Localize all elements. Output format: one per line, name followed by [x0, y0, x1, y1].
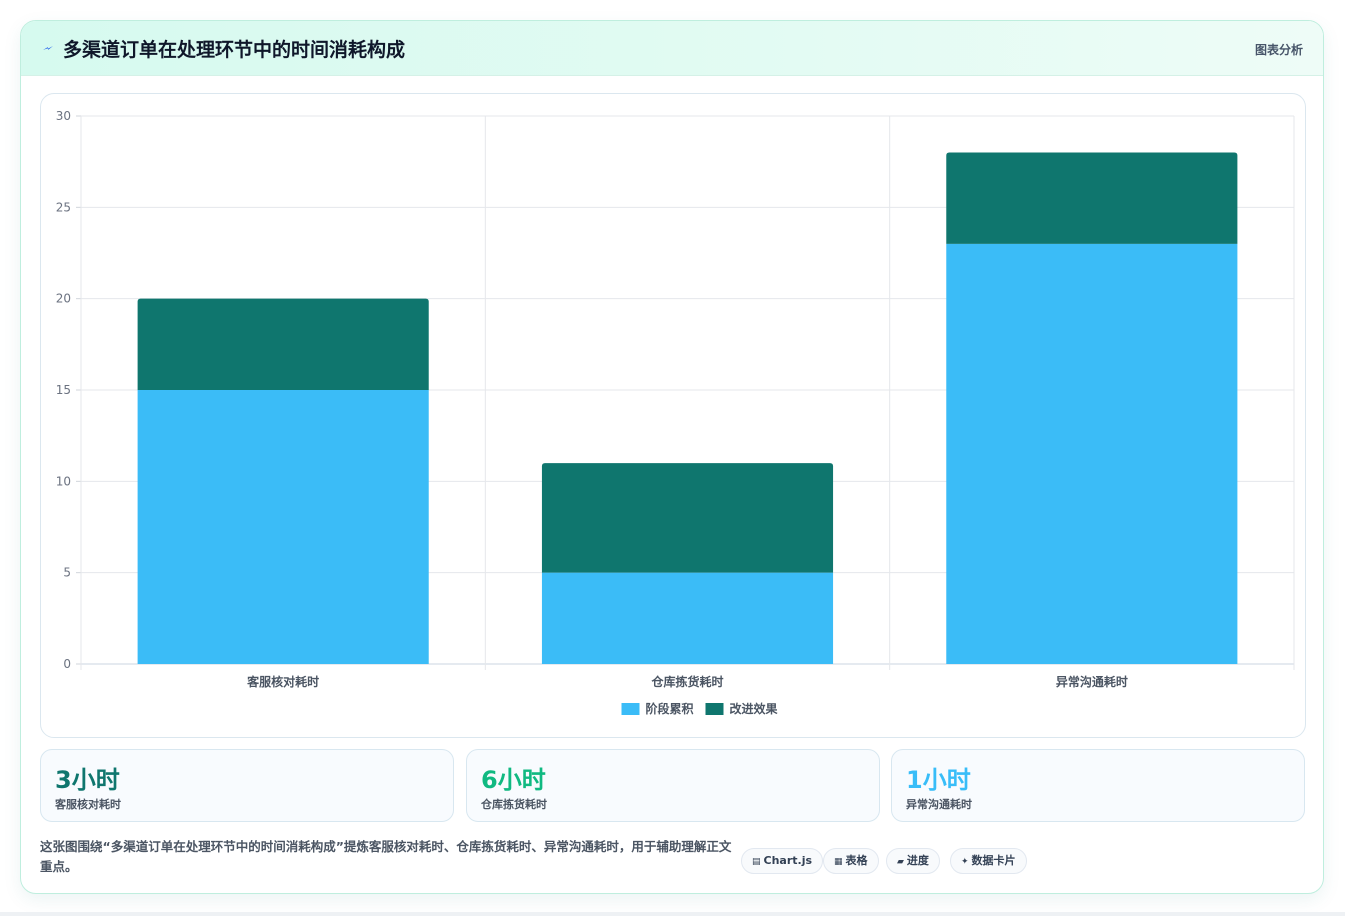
tag-chartjs[interactable]: ▤ Chart.js [741, 848, 824, 874]
bar-1-1 [137, 390, 429, 664]
bar-1-3 [946, 243, 1238, 664]
chart-icon: ▤ [752, 857, 761, 867]
chart-card: 多渠道订单在处理环节中的时间消耗构成 图表分析 0 5 10 15 20 25 30 客服核对… [20, 20, 1324, 894]
tag-progress[interactable]: ▰ 进度 [886, 848, 940, 874]
legend-swatch [705, 703, 724, 715]
tag-table[interactable]: ▦ 表格 [823, 848, 879, 874]
card-header: 多渠道订单在处理环节中的时间消耗构成 图表分析 [21, 21, 1323, 76]
tag-data-card[interactable]: ✦ 数据卡片 [950, 848, 1027, 874]
y-tick-label: 5 [63, 566, 71, 580]
x-tick-label: 客服核对耗时 [246, 674, 319, 689]
legend-label: 改进效果 [730, 701, 778, 716]
card-icon: ✦ [961, 857, 969, 867]
tag-label: 数据卡片 [971, 854, 1016, 867]
bar-2-3 [946, 152, 1238, 244]
y-tick-label: 0 [63, 657, 71, 671]
bar-2-2 [541, 463, 834, 573]
stat-value: 3小时 [55, 766, 120, 794]
table-icon: ▦ [834, 857, 843, 867]
stat-card-2: 6小时 仓库拣货耗时 [466, 749, 880, 822]
stat-value: 6小时 [481, 766, 546, 794]
legend-swatch [621, 703, 640, 715]
bar-1-2 [541, 572, 834, 664]
stat-label: 仓库拣货耗时 [481, 798, 547, 811]
y-tick-label: 20 [56, 292, 71, 306]
chart-area: 0 5 10 15 20 25 30 客服核对耗时 仓库拣货耗时 异常沟通耗时阶段累积 改进效果 [40, 93, 1306, 738]
stat-value: 1小时 [906, 766, 971, 794]
progress-icon: ▰ [897, 857, 904, 867]
chart-description: 这张图围绕“多渠道订单在处理环节中的时间消耗构成”提炼客服核对耗时、仓库拣货耗时… [40, 839, 732, 874]
bar-2-1 [137, 298, 429, 390]
y-tick-label: 10 [56, 474, 71, 488]
page-title: 多渠道订单在处理环节中的时间消耗构成 [63, 39, 406, 61]
page-bottom-edge [0, 912, 1345, 916]
y-tick-label: 15 [56, 383, 71, 397]
stat-label: 客服核对耗时 [55, 798, 121, 811]
tag-label: 进度 [906, 854, 929, 867]
legend-label: 阶段累积 [646, 701, 694, 716]
tag-label: Chart.js [763, 854, 813, 867]
header-tag: 图表分析 [1254, 43, 1303, 57]
y-tick-label: 25 [56, 200, 71, 214]
tag-label: 表格 [845, 854, 868, 867]
stat-card-3: 1小时 异常沟通耗时 [891, 749, 1305, 822]
stat-label: 异常沟通耗时 [906, 798, 972, 811]
x-tick-label: 异常沟通耗时 [1056, 674, 1128, 689]
x-tick-label: 仓库拣货耗时 [650, 674, 723, 689]
lightning-icon [43, 46, 53, 50]
stat-card-1: 3小时 客服核对耗时 [40, 749, 454, 822]
y-tick-label: 30 [56, 109, 71, 123]
